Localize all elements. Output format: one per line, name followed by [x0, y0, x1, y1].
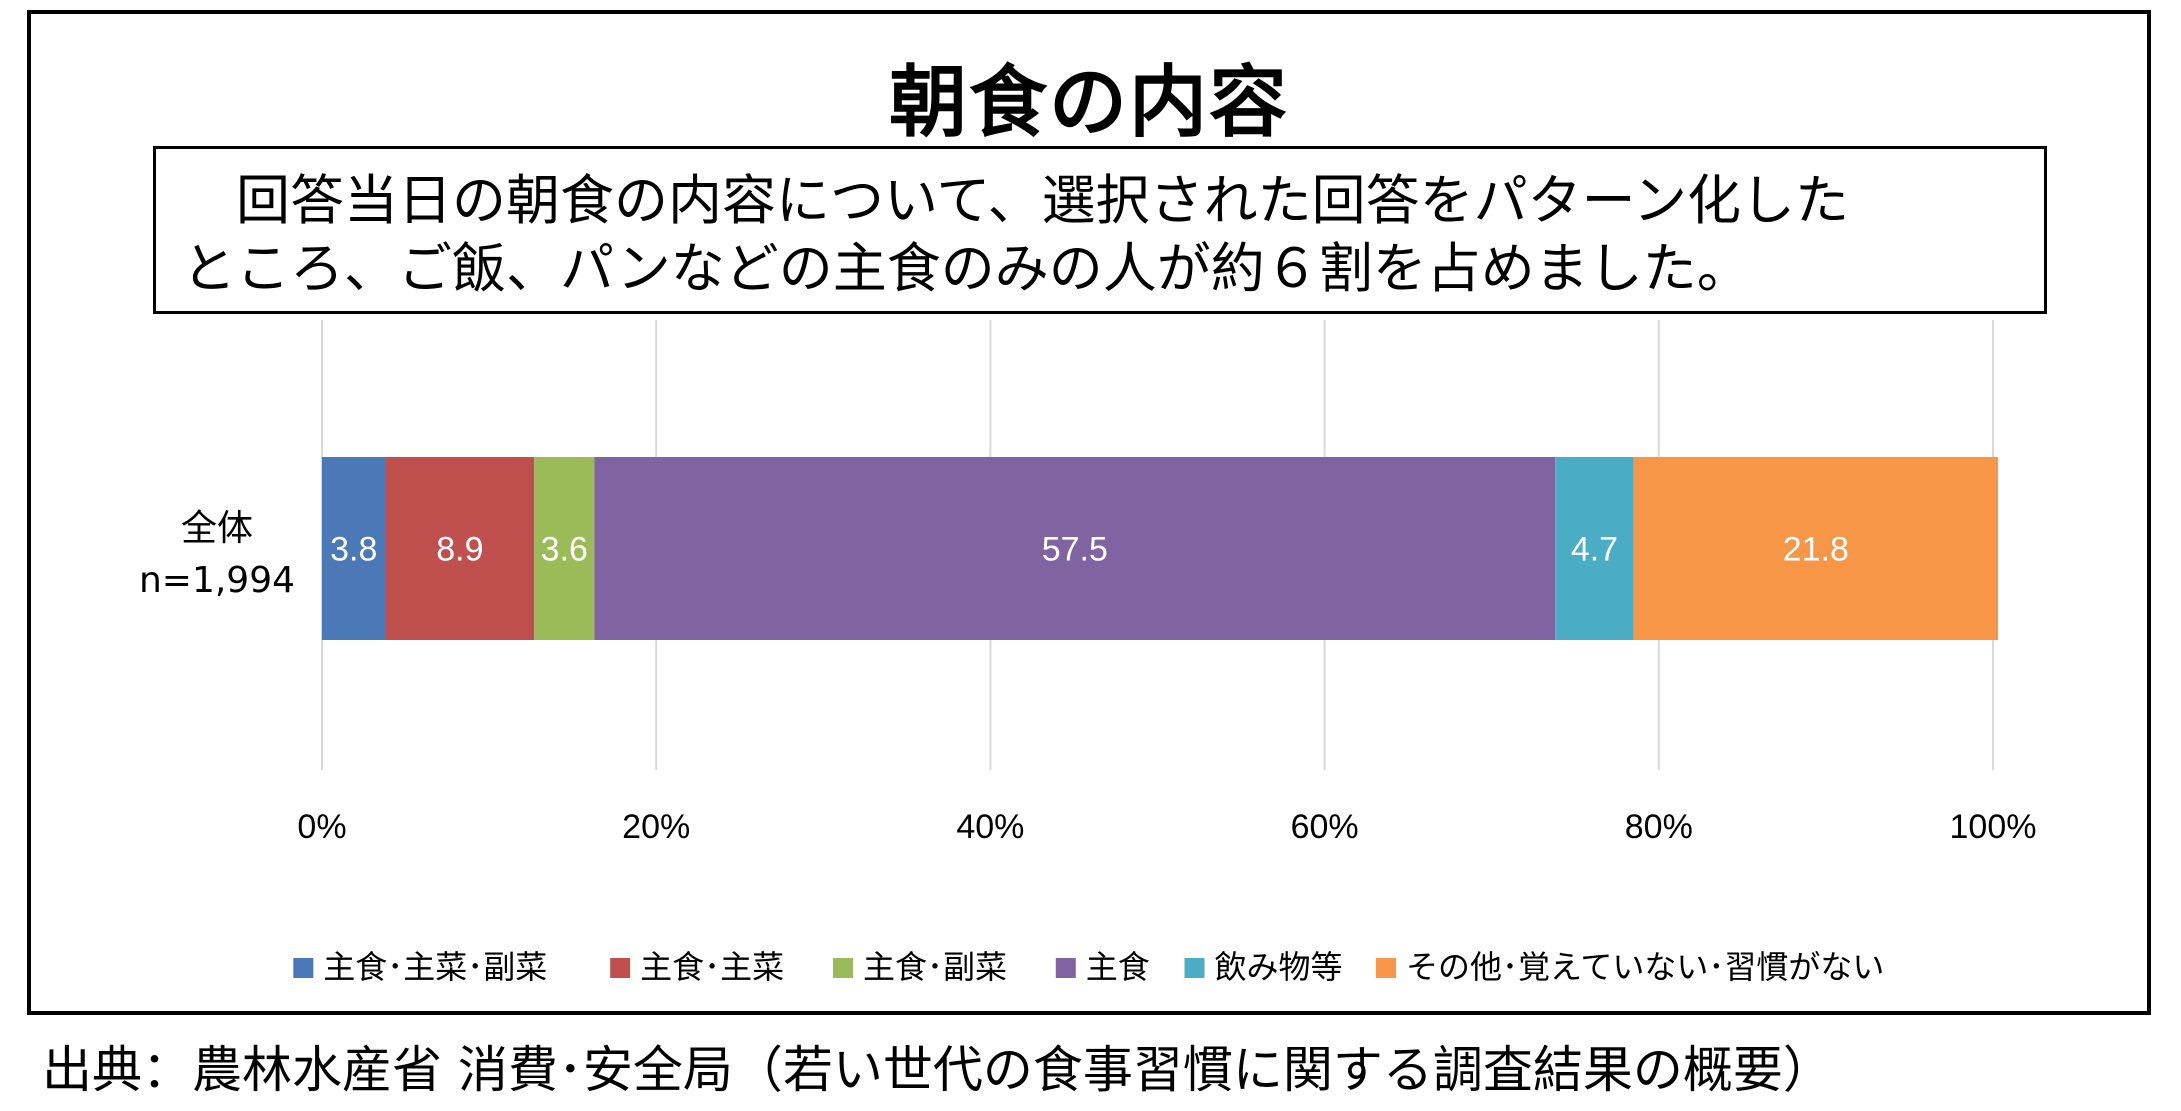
legend-label: 主食･主菜･副菜 — [323, 948, 547, 986]
x-tick-label: 40% — [956, 808, 1024, 846]
bar-segment — [1555, 457, 1634, 640]
chart-frame: 朝食の内容 回答当日の朝食の内容について、選択された回答をパターン化した ところ… — [27, 10, 2151, 1015]
category-label: 全体 — [181, 508, 253, 549]
legend-swatch — [1375, 958, 1396, 978]
data-label: 3.8 — [330, 531, 377, 569]
description-box: 回答当日の朝食の内容について、選択された回答をパターン化した ところ、ご飯、パン… — [153, 146, 2047, 314]
legend-swatch — [1055, 958, 1076, 978]
data-label: 57.5 — [1042, 531, 1108, 569]
category-label: n=1,994 — [139, 560, 295, 601]
x-tick-label: 20% — [622, 808, 690, 846]
data-label: 4.7 — [1571, 531, 1618, 569]
bar-segment — [322, 457, 386, 640]
legend-swatch — [1184, 958, 1205, 978]
data-label: 21.8 — [1783, 531, 1849, 569]
legend-label: その他･覚えていない･習慣がない — [1406, 948, 1884, 986]
description-line-2: ところ、ご飯、パンなどの主食のみの人が約６割を占めました。 — [182, 237, 1751, 300]
bar-segment — [385, 457, 535, 640]
data-label: 3.6 — [541, 531, 588, 569]
x-tick-label: 80% — [1625, 808, 1693, 846]
legend-swatch — [610, 958, 631, 978]
data-label: 8.9 — [436, 531, 483, 569]
bar-segment — [1633, 457, 1999, 640]
source-caption: 出典：農林水産省 消費･安全局（若い世代の食事習慣に関する調査結果の概要） — [42, 1041, 1833, 1099]
legend-swatch — [293, 958, 314, 978]
legend-swatch — [832, 958, 853, 978]
legend-label: 主食･主菜 — [640, 948, 784, 986]
x-tick-label: 0% — [297, 808, 346, 846]
legend-label: 主食 — [1086, 948, 1150, 986]
chart-title: 朝食の内容 — [888, 58, 1289, 148]
description-line-1: 回答当日の朝食の内容について、選択された回答をパターン化した — [236, 169, 1849, 232]
legend-label: 飲み物等 — [1215, 948, 1343, 986]
x-tick-label: 100% — [1950, 808, 2037, 846]
x-tick-label: 60% — [1291, 808, 1359, 846]
bar-segment — [534, 457, 595, 640]
legend-label: 主食･副菜 — [863, 948, 1007, 986]
bar-segment — [594, 457, 1556, 640]
